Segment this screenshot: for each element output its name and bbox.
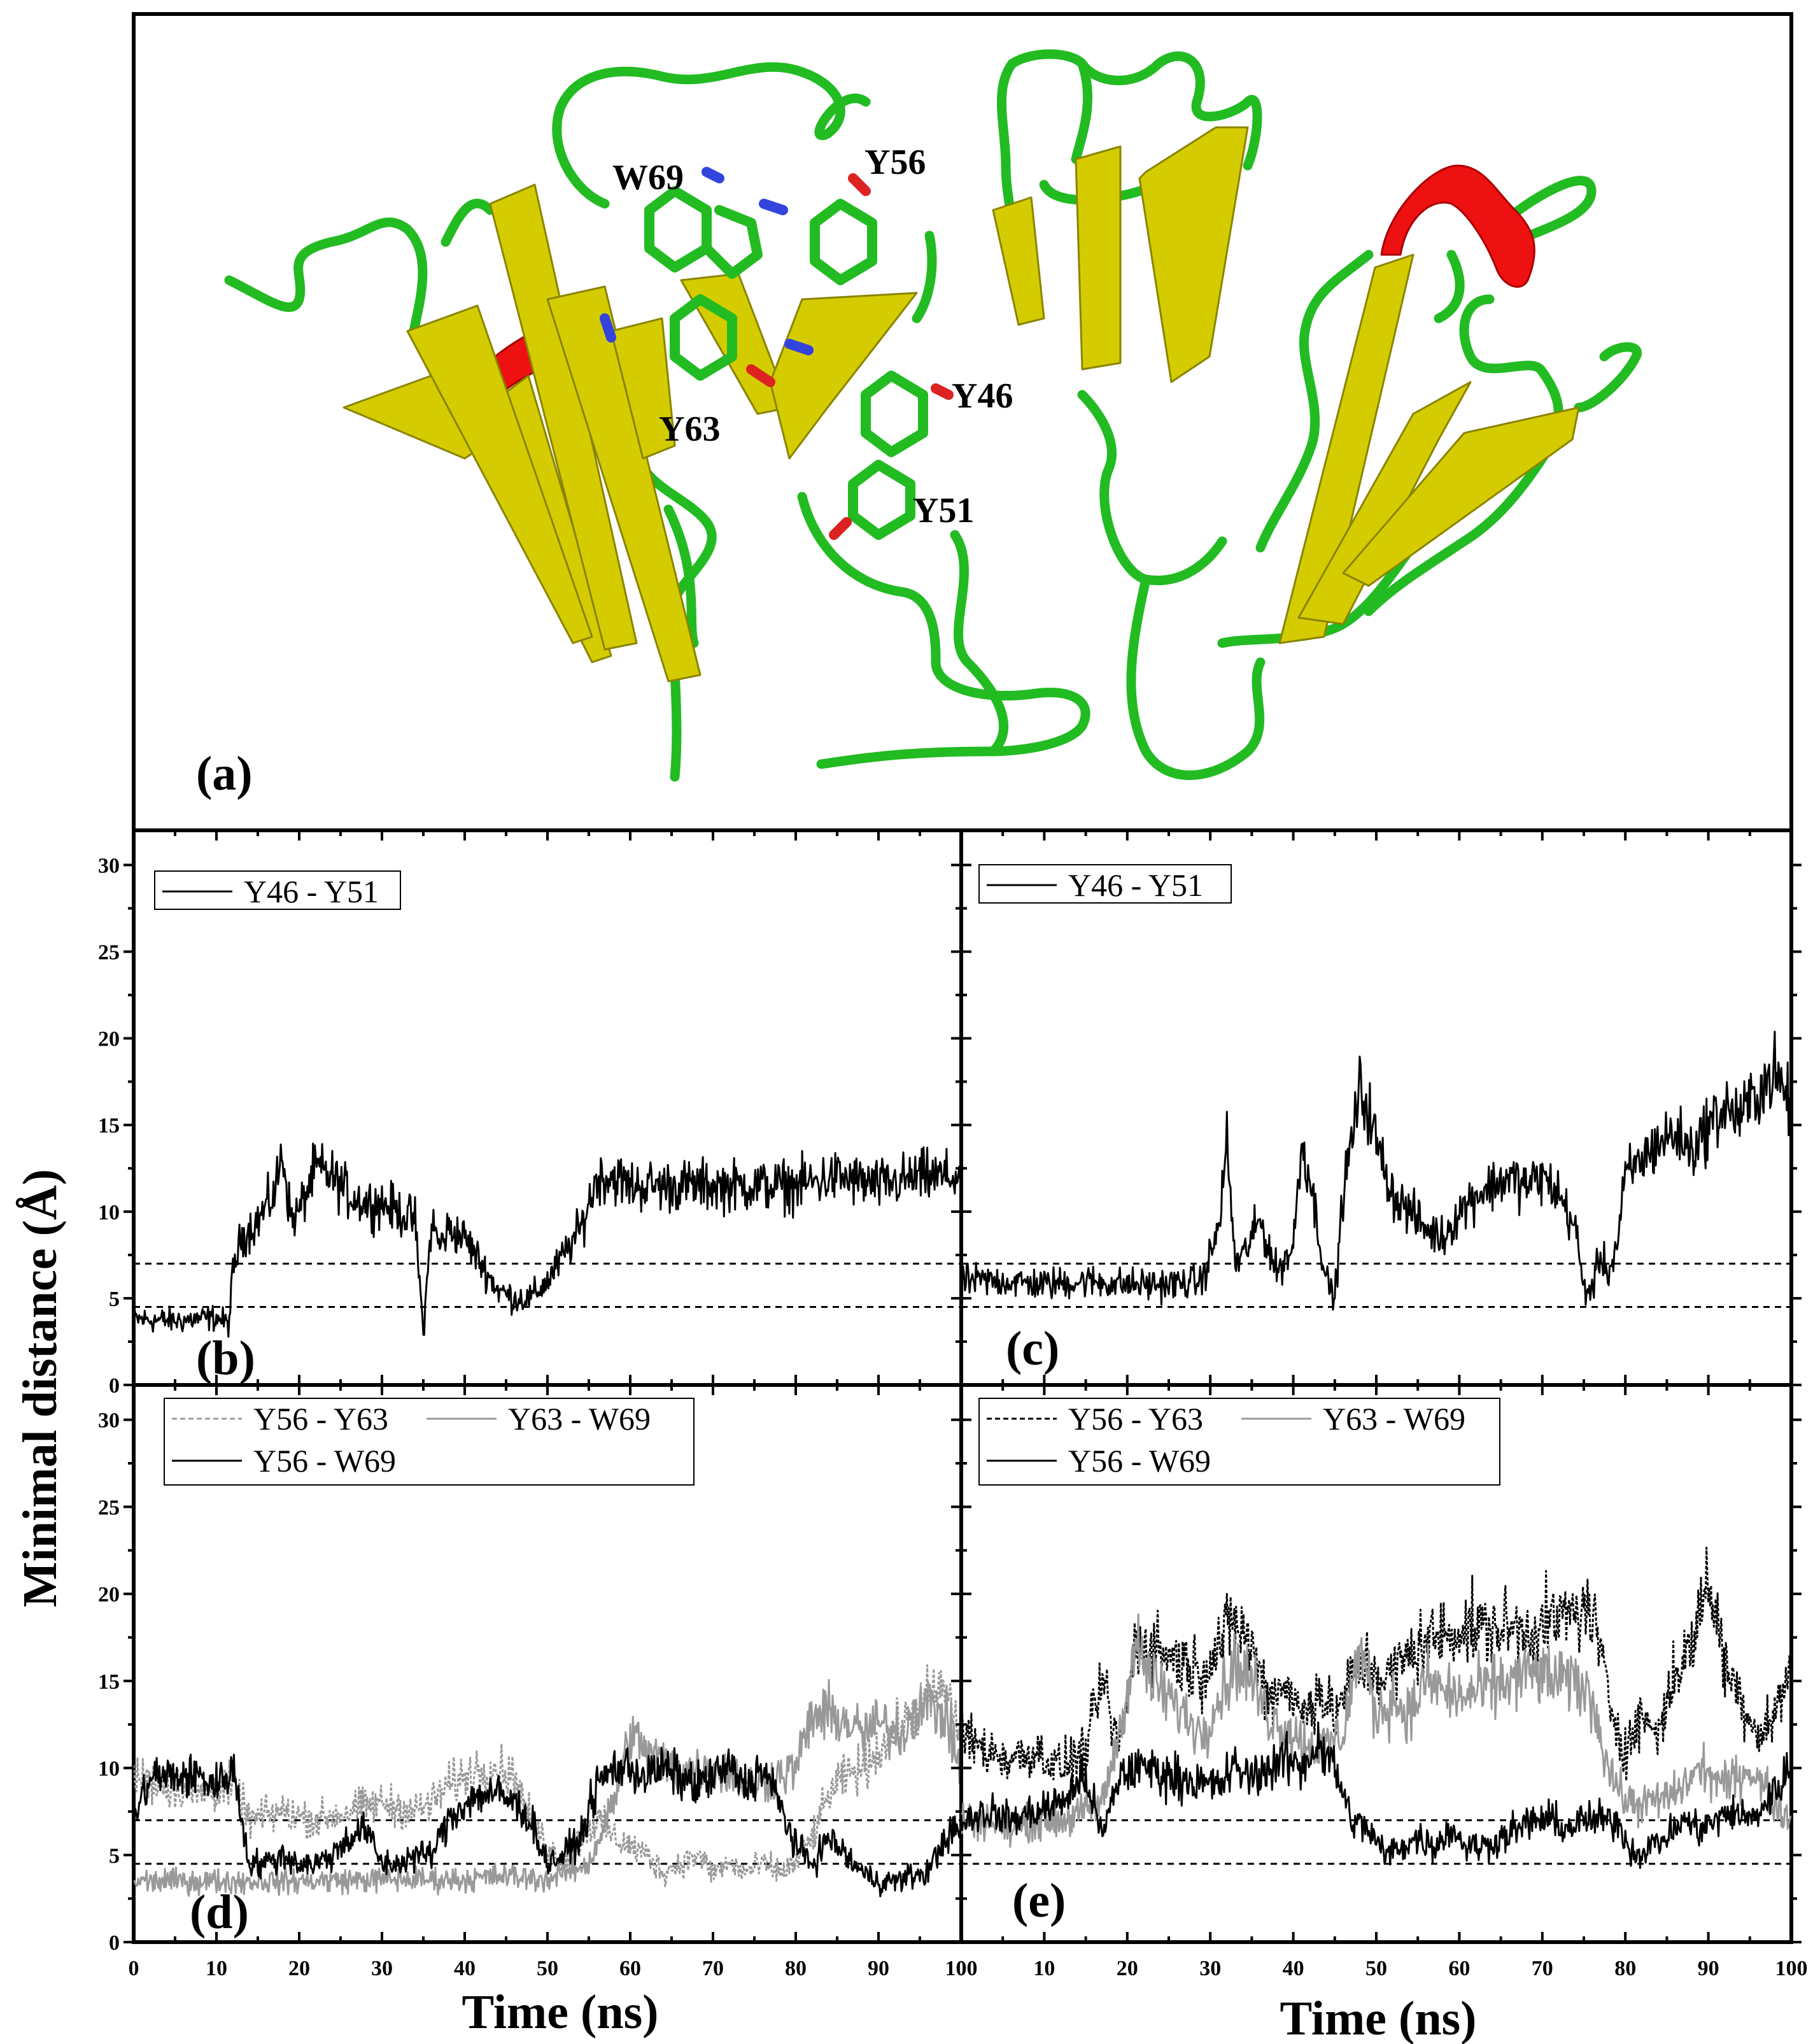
x-tick-label: 90	[1698, 1957, 1719, 1980]
x-tick-label: 0	[956, 1957, 967, 1980]
y-tick-label: 30	[98, 1409, 120, 1433]
y-tick-label: 25	[98, 1496, 120, 1519]
x-axis-title-left: Time (ns)	[462, 1985, 659, 2039]
series-line-y56-y63	[961, 1547, 1791, 1784]
x-tick-label: 30	[371, 1957, 393, 1980]
legend-label: Y46 - Y51	[1068, 867, 1203, 903]
protein-structure-panel: W69 Y56 Y46 Y63 Y51 (a)	[132, 12, 1793, 832]
panel-label: (d)	[190, 1885, 249, 1939]
y-tick-label: 0	[109, 1374, 120, 1398]
x-tick-label: 100	[945, 1957, 978, 1980]
residue-label-y46: Y46	[952, 376, 1013, 416]
panel-label: (e)	[1012, 1874, 1066, 1927]
residue-label-w69: W69	[612, 158, 684, 197]
legend-box	[978, 864, 1232, 904]
legend-label: Y56 - W69	[1068, 1443, 1211, 1479]
series-group	[134, 1142, 961, 1338]
y-tick-label: 20	[98, 1583, 120, 1607]
x-tick-label: 50	[1365, 1957, 1387, 1980]
legend-label: Y46 - Y51	[244, 874, 379, 909]
residue-label-y63: Y63	[659, 409, 720, 449]
distance-plots: 0 5 10 15 20 25 30 Y46 - Y51 (b) Y46 - Y51 (c) 0 10 2…	[98, 828, 1808, 1980]
panel-label-a: (a)	[196, 747, 253, 800]
legend-label: Y63 - W69	[1323, 1401, 1465, 1437]
y-tick-label: 15	[98, 1114, 120, 1138]
y-tick-label: 25	[98, 941, 120, 965]
x-tick-label: 20	[1117, 1957, 1138, 1980]
y-tick-label: 20	[98, 1028, 120, 1051]
coil-loops	[224, 49, 1642, 782]
x-tick-label: 80	[785, 1957, 807, 1980]
plot-panel-4: 0 10 20 30 40 50 60 70 80 90 100 Y56 - Y63 Y63 - W69…	[951, 1383, 1808, 1980]
x-tick-label: 80	[1614, 1957, 1636, 1980]
legend-box	[164, 1398, 695, 1486]
x-tick-label: 60	[619, 1957, 641, 1980]
legend-box	[154, 870, 401, 910]
x-tick-label: 10	[206, 1957, 227, 1980]
series-line-y46-y51	[134, 1142, 961, 1338]
legend-label: Y56 - Y63	[253, 1401, 388, 1437]
y-axis-title: Minimal distance (Å)	[13, 1169, 67, 1607]
plot-panel-1: 0 5 10 15 20 25 30 Y46 - Y51 (b)	[98, 828, 971, 1398]
panel-label: (c)	[1006, 1322, 1059, 1375]
series-line-y56-w69	[961, 1721, 1791, 1870]
x-tick-label: 0	[129, 1957, 139, 1980]
legend-label: Y56 - Y63	[1068, 1401, 1203, 1437]
y-tick-label: 10	[98, 1757, 120, 1781]
x-tick-label: 20	[288, 1957, 310, 1980]
x-tick-label: 90	[868, 1957, 889, 1980]
x-tick-label: 10	[1033, 1957, 1055, 1980]
x-axis-title-right: Time (ns)	[1280, 1992, 1477, 2044]
protein-cartoon	[224, 49, 1642, 782]
y-tick-label: 5	[109, 1844, 120, 1868]
series-group	[961, 1547, 1791, 1870]
series-line-y56-y63	[134, 1664, 961, 1887]
y-tick-label: 15	[98, 1670, 120, 1694]
x-tick-label: 50	[537, 1957, 558, 1980]
side-chains	[600, 167, 954, 540]
y-tick-label: 30	[98, 854, 120, 877]
x-tick-label: 60	[1448, 1957, 1470, 1980]
x-tick-label: 70	[1532, 1957, 1553, 1980]
series-line-y46-y51	[961, 1030, 1791, 1311]
x-tick-label: 70	[702, 1957, 724, 1980]
x-tick-label: 30	[1199, 1957, 1221, 1980]
series-group	[961, 1030, 1791, 1311]
series-line-y63-w69	[961, 1613, 1791, 1848]
beta-sheets	[342, 126, 1580, 683]
legend-label: Y63 - W69	[508, 1401, 651, 1437]
panel-label: (b)	[196, 1331, 255, 1385]
y-tick-label: 10	[98, 1201, 120, 1224]
residue-label-y51: Y51	[913, 491, 974, 530]
x-tick-label: 40	[1283, 1957, 1304, 1980]
x-tick-label: 40	[454, 1957, 476, 1980]
helix-right	[1380, 164, 1535, 288]
series-line-y63-w69	[134, 1678, 961, 1897]
y-tick-label: 0	[109, 1931, 120, 1955]
x-tick-label: 100	[1775, 1957, 1808, 1980]
series-line-y56-w69	[134, 1747, 961, 1898]
plot-panel-2: Y46 - Y51 (c)	[951, 828, 1802, 1387]
series-group	[134, 1664, 961, 1898]
legend-label: Y56 - W69	[253, 1443, 396, 1479]
legend-box	[978, 1398, 1500, 1486]
y-tick-label: 5	[109, 1288, 120, 1311]
residue-label-y56: Y56	[864, 143, 926, 182]
